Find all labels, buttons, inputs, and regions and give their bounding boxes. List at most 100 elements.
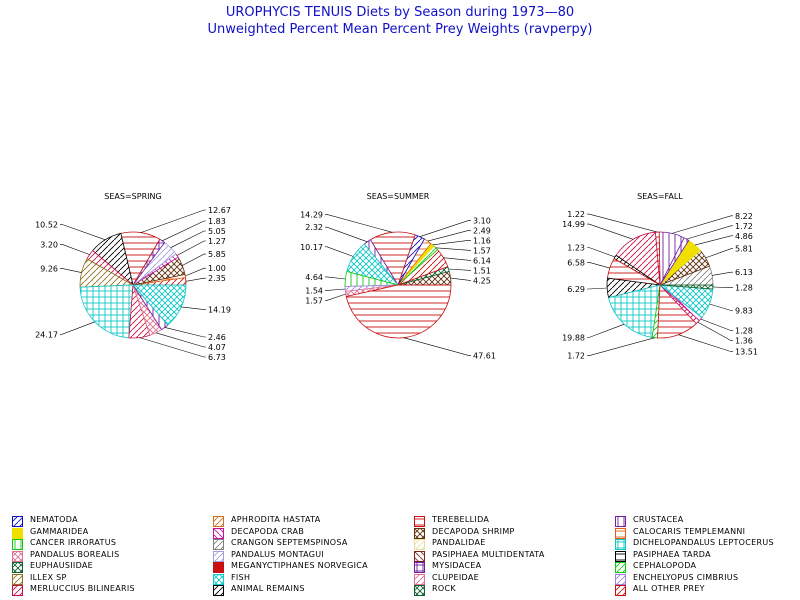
leader-line	[686, 225, 733, 240]
legend-label: PASIPHAEA TARDA	[633, 549, 711, 559]
leader-line	[162, 220, 206, 242]
leader-line	[325, 214, 393, 233]
slice-value-label: 10.17	[300, 243, 323, 252]
legend-swatch	[12, 516, 23, 527]
legend-item: CANCER IRRORATUS	[12, 538, 197, 551]
slice-value-label: 2.49	[473, 226, 491, 235]
pie-chart-2: SEAS=SUMMER3.102.491.161.576.141.514.254…	[300, 192, 496, 361]
slice-value-label: 1.57	[473, 246, 491, 255]
leader-line	[432, 240, 471, 246]
pie-slice	[132, 284, 187, 326]
legend-label: GAMMARIDEA	[30, 526, 89, 536]
pie-title: SEAS=SPRING	[104, 192, 161, 201]
pie-chart-3: SEAS=FALL8.221.724.865.816.131.289.831.2…	[562, 192, 758, 361]
slice-value-label: 14.99	[562, 220, 585, 229]
legend-swatch	[12, 562, 23, 573]
legend-item: PANDALIDAE	[414, 538, 599, 551]
legend-label: DICHELOPANDALUS LEPTOCERUS	[633, 538, 774, 547]
leader-line	[60, 224, 106, 241]
legend-item: CALOCARIS TEMPLEMANNI	[615, 526, 800, 540]
legend-label: ROCK	[432, 584, 456, 593]
legend-swatch	[12, 550, 23, 562]
legend-item: NEMATODA	[12, 515, 197, 528]
leader-line	[60, 268, 82, 273]
slice-value-label: 1.72	[567, 352, 585, 361]
legend-label: PANDALIDAE	[432, 538, 486, 547]
legend-swatch	[12, 585, 23, 596]
slice-value-label: 6.58	[567, 258, 585, 267]
slice-value-label: 4.86	[735, 232, 753, 241]
slice-value-label: 5.05	[208, 227, 226, 236]
legend-swatch	[615, 516, 626, 527]
pie-slice	[345, 284, 452, 339]
legend-label: MERLUCCIUS BILINEARIS	[30, 584, 135, 593]
legend-label: CALOCARIS TEMPLEMANNI	[633, 526, 746, 536]
legend-item: CRUSTACEA	[615, 515, 800, 528]
legend-item: APHRODITA HASTATA	[213, 515, 398, 528]
slice-value-label: 1.27	[208, 237, 226, 246]
slice-value-label: 9.83	[735, 307, 753, 316]
leader-line	[325, 226, 368, 243]
leader-line	[694, 235, 733, 246]
legend-label: CRANGON SEPTEMSPINOSA	[231, 538, 348, 547]
leader-line	[176, 240, 206, 256]
legend-swatch	[12, 573, 23, 585]
leader-line	[587, 247, 616, 258]
leader-line	[427, 230, 471, 242]
legend-item: CLUPEIDAE	[414, 573, 599, 586]
leader-line	[587, 213, 658, 233]
slice-value-label: 1.22	[567, 210, 585, 219]
legend-item: ALL OTHER PREY	[615, 584, 800, 597]
leader-line	[587, 261, 610, 269]
leader-line	[140, 209, 206, 233]
pie-slice	[659, 284, 714, 290]
leader-line	[155, 332, 206, 348]
legend-item: TEREBELLIDA	[414, 515, 599, 528]
legend-label: FISH	[231, 572, 251, 582]
leader-line	[185, 277, 206, 282]
legend-item: DICHELOPANDALUS LEPTOCERUS	[615, 538, 800, 551]
legend-label: PASIPHAEA MULTIDENTATA	[432, 549, 545, 559]
leader-line	[60, 321, 95, 335]
slice-value-label: 8.22	[735, 212, 753, 221]
leader-line	[450, 277, 471, 281]
legend-item: ROCK	[414, 584, 599, 597]
legend-item: DECAPODA SHRIMP	[414, 527, 599, 540]
legend-item: ANIMAL REMAINS	[213, 584, 398, 597]
legend-item: PANDALUS BOREALIS	[12, 549, 197, 563]
leader-line	[587, 337, 655, 357]
legend-item: ENCHELYOPUS CIMBRIUS	[615, 572, 800, 586]
legend-item: FISH	[213, 572, 398, 586]
legend-swatch	[414, 585, 425, 596]
slice-value-label: 1.51	[473, 266, 491, 275]
leader-line	[325, 246, 354, 257]
leader-line	[587, 287, 608, 290]
slice-value-label: 6.14	[473, 256, 491, 265]
slice-value-label: 1.16	[473, 236, 491, 245]
legend-label: APHRODITA HASTATA	[231, 515, 321, 524]
slice-value-label: 10.52	[35, 220, 58, 229]
slice-value-label: 13.51	[735, 348, 758, 357]
pie-title: SEAS=FALL	[637, 192, 683, 201]
slice-value-label: 14.29	[300, 210, 323, 219]
chart-subtitle: Unweighted Percent Mean Percent Prey Wei…	[207, 22, 593, 37]
slice-value-label: 1.23	[567, 244, 585, 253]
legend-swatch	[213, 585, 224, 596]
legend-swatch	[414, 562, 425, 573]
legend-item: GAMMARIDEA	[12, 526, 197, 540]
legend-item: MERLUCCIUS BILINEARIS	[12, 584, 197, 597]
legend-swatch	[414, 550, 425, 562]
slice-value-label: 1.28	[735, 327, 753, 336]
slice-value-label: 47.61	[473, 352, 496, 361]
legend-swatch	[615, 527, 626, 539]
legend-label: MYSIDACEA	[432, 561, 482, 570]
legend-item: MEGANYCTIPHANES NORVEGICA	[213, 561, 398, 574]
leader-line	[587, 323, 625, 338]
legend-swatch	[213, 516, 224, 527]
titles: UROPHYCIS TENUIS Diets by Season during …	[0, 4, 800, 38]
leader-line	[697, 321, 733, 341]
legend-label: ENCHELYOPUS CIMBRIUS	[633, 572, 739, 582]
slice-value-label: 3.20	[40, 240, 58, 249]
legend-label: PANDALUS BOREALIS	[30, 549, 120, 559]
